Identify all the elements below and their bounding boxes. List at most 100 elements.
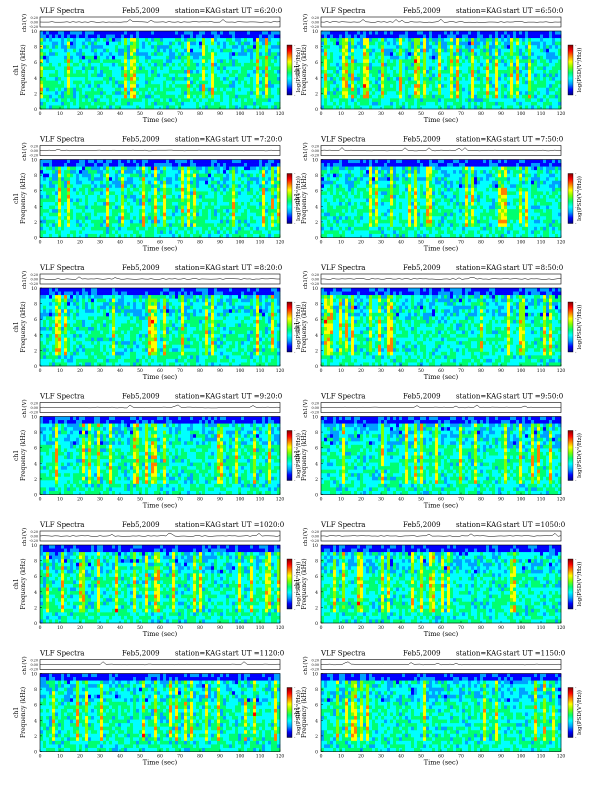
spectrogram-cell: [61, 102, 64, 106]
spectrogram-cell: [49, 184, 52, 188]
spectrogram-cell: [115, 77, 118, 81]
spectrogram-cell: [49, 95, 52, 99]
spectrogram-cell: [253, 56, 256, 60]
spectrogram-cell: [504, 84, 507, 88]
spectrogram-cell: [229, 31, 232, 35]
spectrogram-cell: [241, 174, 244, 178]
spectrogram-cell: [91, 59, 94, 63]
spectrogram-cell: [444, 81, 447, 85]
spectrogram-cell: [193, 202, 196, 206]
spectrogram-cell: [166, 199, 169, 203]
spectrogram-cell: [193, 31, 196, 35]
spectrogram-cell: [357, 42, 360, 46]
spectrogram-cell: [256, 66, 259, 70]
spectrogram-cell: [492, 59, 495, 63]
spectrogram-cell: [124, 174, 127, 178]
spectrogram-cell: [378, 74, 381, 78]
spectrogram-cell: [429, 81, 432, 85]
spectrogram-cell: [471, 42, 474, 46]
spectrogram-cell: [130, 35, 133, 39]
spectrogram-cell: [178, 206, 181, 210]
spectrogram-cell: [172, 77, 175, 81]
spectrogram-cell: [163, 91, 166, 95]
spectrogram-cell: [148, 206, 151, 210]
spectrogram-cell: [190, 206, 193, 210]
spectrogram-cell: [223, 163, 226, 167]
spectrogram-cell: [130, 102, 133, 106]
spectrogram-cell: [378, 88, 381, 92]
spectrogram-cell: [40, 213, 43, 217]
spectrogram-cell: [411, 52, 414, 56]
spectrogram-cell: [438, 38, 441, 42]
spectrogram-cell: [97, 63, 100, 67]
spectrogram-cell: [157, 163, 160, 167]
spectrogram-cell: [208, 31, 211, 35]
spectrogram-cell: [405, 91, 408, 95]
spectrogram-cell: [163, 181, 166, 185]
spectrogram-cell: [52, 184, 55, 188]
spectrogram-cell: [178, 91, 181, 95]
spectrogram-cell: [387, 31, 390, 35]
spectrogram-cell: [468, 42, 471, 46]
spectrogram-cell: [127, 181, 130, 185]
spectrogram-cell: [199, 98, 202, 102]
spectrogram-cell: [55, 77, 58, 81]
spectrogram-cell: [256, 35, 259, 39]
spectrogram-cell: [178, 167, 181, 171]
spectrogram-cell: [268, 199, 271, 203]
spectrogram-cell: [330, 31, 333, 35]
spectrogram-cell: [405, 74, 408, 78]
spectrogram-cell: [133, 42, 136, 46]
spectrogram-cell: [79, 77, 82, 81]
spectrogram-cell: [202, 35, 205, 39]
spectrogram-cell: [175, 77, 178, 81]
spectrogram-cell: [133, 81, 136, 85]
spectrogram-cell: [46, 188, 49, 192]
spectrogram-cell: [262, 56, 265, 60]
spectrogram-cell: [205, 160, 208, 164]
spectrogram-cell: [366, 35, 369, 39]
spectrogram-cell: [342, 95, 345, 99]
spectrogram-cell: [112, 216, 115, 220]
spectrogram-cell: [190, 177, 193, 181]
time-tick-label: 110: [256, 111, 265, 117]
spectrogram-cell: [79, 66, 82, 70]
spectrogram-cell: [103, 209, 106, 213]
spectrogram-cell: [447, 38, 450, 42]
spectrogram-cell: [492, 52, 495, 56]
spectrogram-cell: [160, 88, 163, 92]
spectrogram-cell: [522, 45, 525, 49]
spectrogram-cell: [247, 181, 250, 185]
spectrogram-cell: [474, 84, 477, 88]
spectrogram-cell: [100, 202, 103, 206]
spectrogram-cell: [145, 45, 148, 49]
spectrogram-cell: [154, 177, 157, 181]
spectrogram-cell: [537, 88, 540, 92]
spectrogram-cell: [139, 77, 142, 81]
spectrogram-cell: [52, 216, 55, 220]
spectrogram-cell: [208, 45, 211, 49]
spectrogram-cell: [441, 35, 444, 39]
spectrogram-cell: [552, 88, 555, 92]
spectrogram-cell: [552, 70, 555, 74]
spectrogram-cell: [525, 74, 528, 78]
spectrogram-cell: [447, 91, 450, 95]
spectrogram-cell: [133, 84, 136, 88]
spectrogram-cell: [229, 191, 232, 195]
spectrogram-cell: [70, 77, 73, 81]
spectrogram-cell: [193, 66, 196, 70]
spectrogram-cell: [61, 163, 64, 167]
spectrogram-cell: [390, 35, 393, 39]
spectrogram-cell: [205, 170, 208, 174]
spectrogram-cell: [250, 191, 253, 195]
spectrogram-cell: [139, 191, 142, 195]
spectrogram-cell: [187, 170, 190, 174]
spectrogram-cell: [459, 66, 462, 70]
spectrogram-cell: [136, 38, 139, 42]
spectrogram-cell: [232, 98, 235, 102]
spectrogram-cell: [130, 174, 133, 178]
spectrogram-cell: [259, 160, 262, 164]
spectrogram-cell: [187, 66, 190, 70]
spectrogram-cell: [232, 38, 235, 42]
spectrogram-cell: [52, 84, 55, 88]
